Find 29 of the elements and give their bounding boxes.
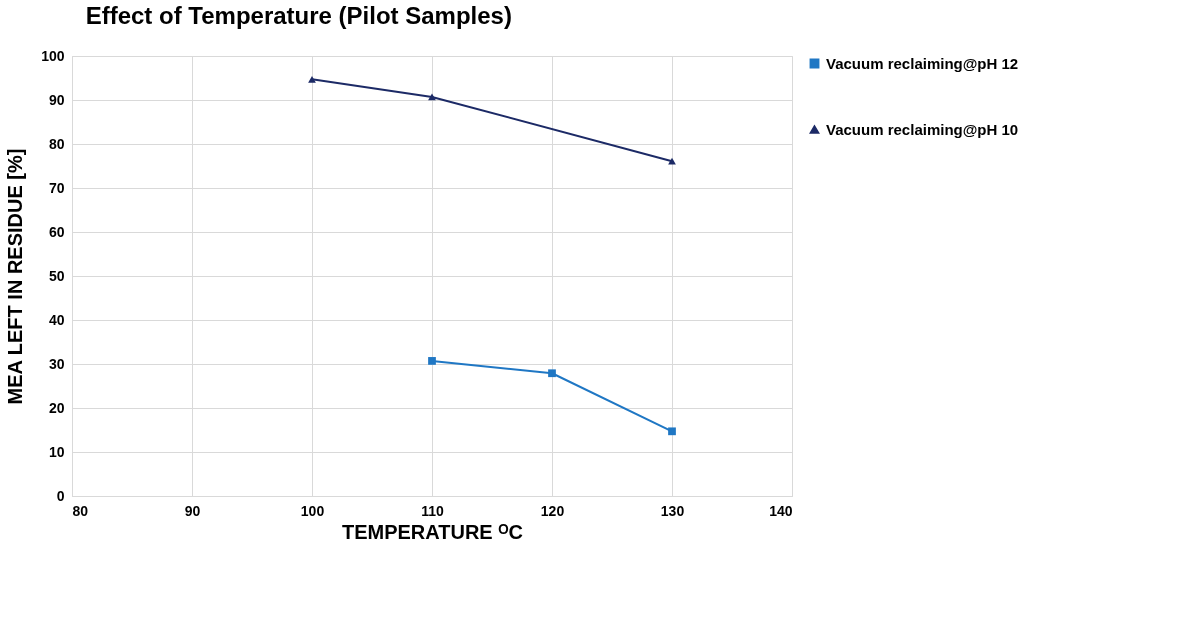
x-tick-label: 80 bbox=[72, 502, 89, 519]
point bbox=[548, 369, 556, 378]
y-tick-label: 10 bbox=[48, 443, 65, 460]
legend-label: Vacuum reclaiming@pH 12 bbox=[826, 54, 1019, 72]
y-axis-title: MEA LEFT IN RESIDUE [%] bbox=[4, 148, 27, 405]
point bbox=[428, 357, 436, 365]
y-tick-label: 30 bbox=[48, 355, 65, 372]
x-axis-title: TEMPERATURE ᴼC bbox=[341, 520, 524, 543]
x-tick-label: 120 bbox=[540, 502, 565, 519]
x-tick-label: 130 bbox=[660, 502, 685, 519]
y-tick-label: 20 bbox=[48, 399, 65, 416]
y-tick-label: 60 bbox=[48, 223, 65, 240]
point bbox=[668, 427, 676, 436]
point bbox=[668, 157, 676, 165]
y-tick-label: 50 bbox=[48, 267, 65, 284]
y-tick-label: 0 bbox=[56, 487, 65, 504]
x-tick-label: 110 bbox=[421, 502, 444, 519]
y-tick-label: 40 bbox=[48, 311, 65, 328]
x-tick-label: 100 bbox=[300, 502, 325, 519]
x-tick-label: 90 bbox=[184, 502, 201, 519]
point bbox=[428, 93, 436, 101]
point bbox=[308, 75, 316, 83]
chart-title: Effect of Temperature (Pilot Samples) bbox=[85, 2, 512, 29]
y-tick-label: 80 bbox=[48, 135, 65, 152]
legend-label: Vacuum reclaiming@pH 10 bbox=[826, 120, 1019, 138]
y-tick-label: 70 bbox=[48, 179, 65, 196]
y-tick-label: 90 bbox=[48, 91, 65, 108]
y-tick-label: 100 bbox=[41, 47, 65, 64]
x-tick-label: 140 bbox=[769, 502, 793, 519]
